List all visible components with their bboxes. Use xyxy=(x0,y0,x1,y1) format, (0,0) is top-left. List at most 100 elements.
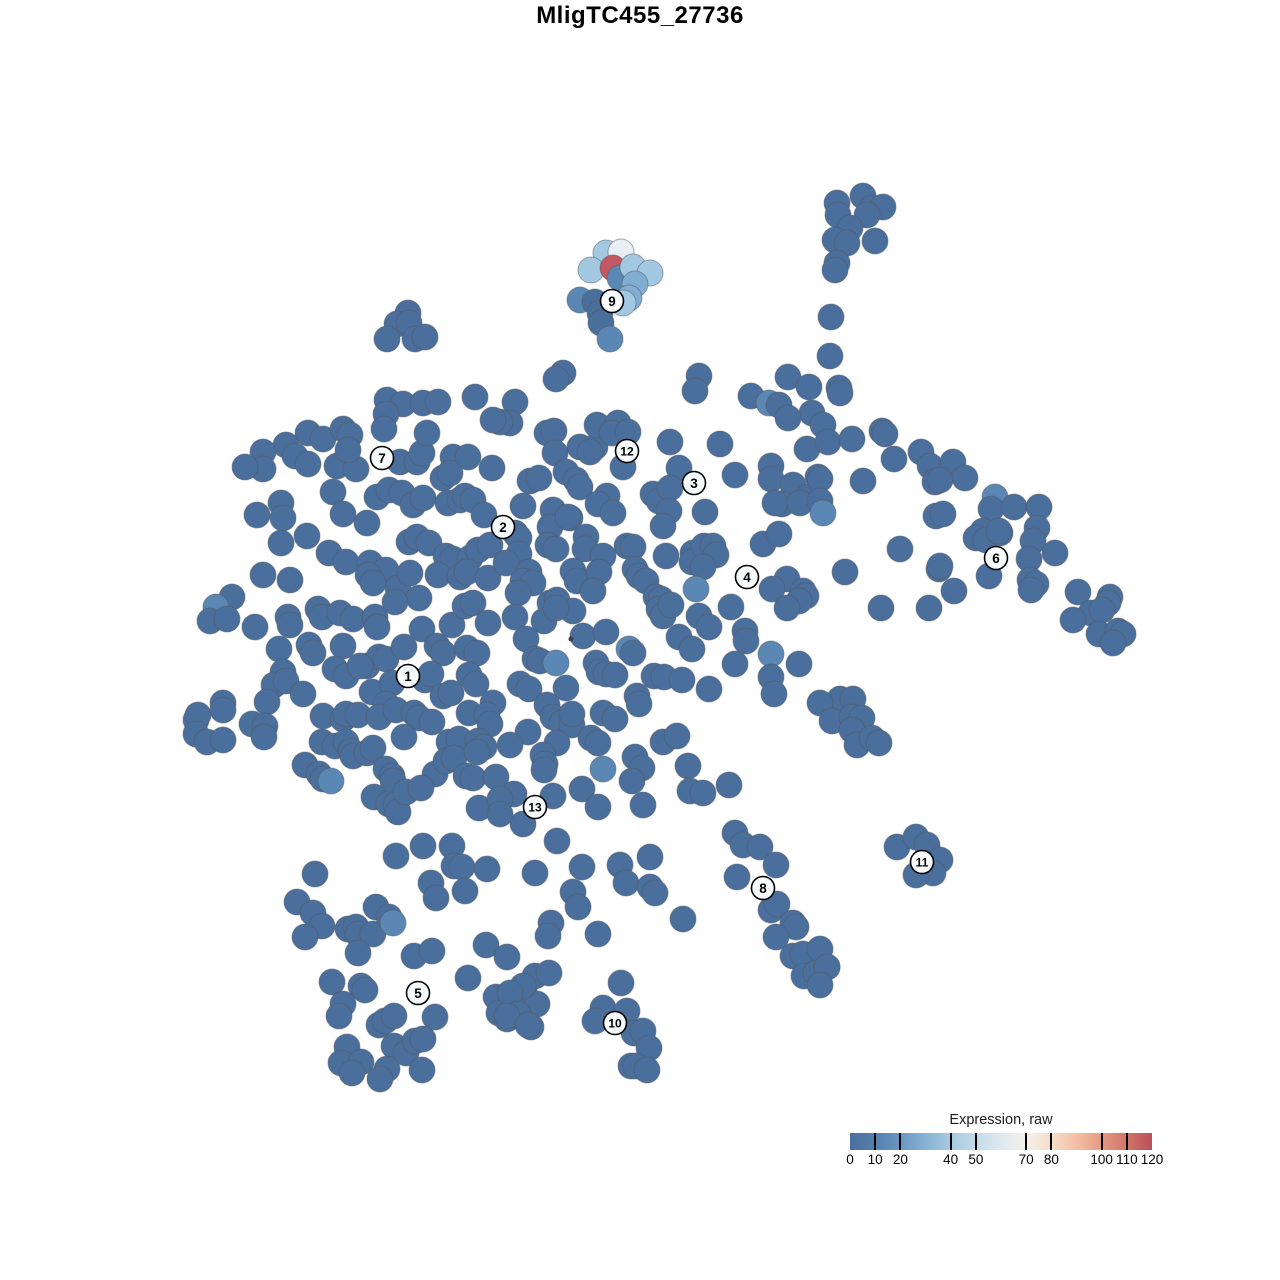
data-point xyxy=(601,705,629,733)
data-point xyxy=(652,542,680,570)
data-point xyxy=(353,509,381,537)
cluster-label-text: 13 xyxy=(528,801,542,815)
data-point xyxy=(370,415,398,443)
data-point xyxy=(929,500,957,528)
data-point xyxy=(760,680,788,708)
data-point xyxy=(785,650,813,678)
data-point xyxy=(301,860,329,888)
data-point xyxy=(317,767,345,795)
data-point xyxy=(689,779,717,807)
data-point xyxy=(641,879,669,907)
data-point xyxy=(363,613,391,641)
data-point xyxy=(448,853,476,881)
data-point xyxy=(413,419,441,447)
data-point xyxy=(329,500,357,528)
data-point xyxy=(437,679,465,707)
data-point xyxy=(601,661,629,689)
data-point xyxy=(463,738,491,766)
data-point xyxy=(657,591,685,619)
data-point xyxy=(886,535,914,563)
data-point xyxy=(249,561,277,589)
data-point xyxy=(831,558,859,586)
cluster-label-circle xyxy=(395,663,421,689)
data-point xyxy=(267,529,295,557)
data-point xyxy=(438,611,466,639)
data-point xyxy=(346,652,374,680)
data-point xyxy=(405,584,433,612)
legend-tick-mark xyxy=(1100,1133,1103,1150)
cluster-label-circle xyxy=(602,1010,628,1036)
data-point xyxy=(1088,596,1116,624)
data-point xyxy=(695,613,723,641)
cluster-label-10: 10 xyxy=(602,1010,628,1036)
legend-colorbar xyxy=(850,1133,1152,1150)
data-point xyxy=(584,920,612,948)
data-point xyxy=(762,851,790,879)
data-point xyxy=(293,522,321,550)
data-point xyxy=(599,499,627,527)
legend-tick-label: 20 xyxy=(892,1152,908,1167)
data-point xyxy=(269,504,297,532)
data-point xyxy=(940,577,968,605)
plot-title: MligTC455_27736 xyxy=(536,2,744,29)
cluster-label-text: 6 xyxy=(992,551,1000,566)
data-point xyxy=(209,696,237,724)
data-point xyxy=(849,467,877,495)
data-point xyxy=(318,968,346,996)
data-point xyxy=(409,1025,437,1053)
cluster-label-circle xyxy=(909,849,935,875)
legend-tick-label: 40 xyxy=(943,1152,959,1167)
data-point xyxy=(865,729,893,757)
data-point xyxy=(209,726,237,754)
data-point xyxy=(525,464,553,492)
data-point xyxy=(629,791,657,819)
data-point xyxy=(241,613,269,641)
data-point xyxy=(596,325,624,353)
data-point xyxy=(462,670,490,698)
cluster-label-text: 11 xyxy=(916,856,929,870)
data-point xyxy=(715,771,743,799)
legend-tick-label: 120 xyxy=(1140,1152,1164,1167)
data-point xyxy=(418,708,446,736)
legend-tick-mark xyxy=(874,1133,877,1150)
legend-tick-label: 80 xyxy=(1043,1152,1059,1167)
data-point xyxy=(584,793,612,821)
data-point xyxy=(691,498,719,526)
data-point xyxy=(542,365,570,393)
data-point xyxy=(951,464,979,492)
data-point xyxy=(299,639,327,667)
data-point xyxy=(542,649,570,677)
cluster-label-text: 9 xyxy=(608,294,616,309)
data-point xyxy=(424,388,452,416)
legend-tick-label: 50 xyxy=(968,1152,984,1167)
data-point xyxy=(762,923,790,951)
data-point xyxy=(576,438,604,466)
data-point xyxy=(817,303,845,331)
data-point xyxy=(265,635,293,663)
data-point xyxy=(558,700,586,728)
data-point xyxy=(732,627,760,655)
cluster-label-1: 1 xyxy=(395,663,421,689)
cluster-label-text: 8 xyxy=(759,881,767,896)
data-point xyxy=(612,869,640,897)
data-point xyxy=(325,1002,353,1030)
expression-legend: Expression, raw 0 10 20 40 50 70 80 100 110 120 xyxy=(846,1112,1163,1172)
data-point xyxy=(253,688,281,716)
data-point xyxy=(568,775,596,803)
tiny-data-point xyxy=(568,636,574,642)
data-point xyxy=(390,633,418,661)
cluster-label-7: 7 xyxy=(369,445,395,471)
data-point xyxy=(231,453,259,481)
legend-tick-mark xyxy=(1025,1133,1028,1150)
data-point xyxy=(380,1002,408,1030)
data-point xyxy=(451,877,479,905)
data-point xyxy=(1017,576,1045,604)
data-point xyxy=(289,680,317,708)
data-point xyxy=(250,723,278,751)
data-point xyxy=(543,827,571,855)
data-point xyxy=(530,756,558,784)
data-point xyxy=(809,499,837,527)
legend-title: Expression, raw xyxy=(949,1112,1053,1128)
data-point xyxy=(344,939,372,967)
